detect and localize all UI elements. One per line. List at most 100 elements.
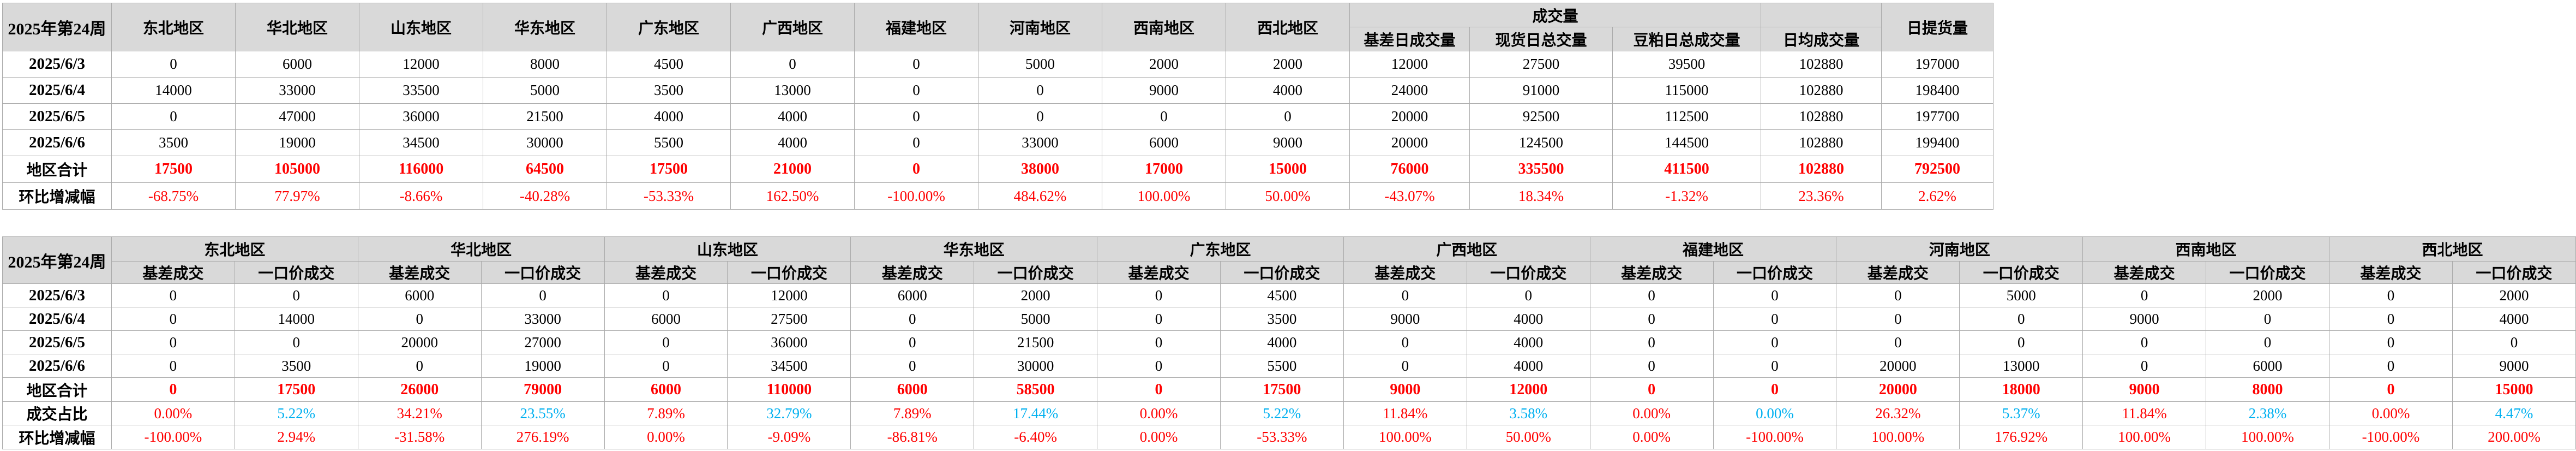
total-cell: 12000 <box>1466 377 1590 402</box>
wow-change-row: 环比增减幅 -68.75% 77.97% -8.66% -40.28% -53.33% 16… <box>2 182 1993 210</box>
data-cell: 197000 <box>1881 51 1993 78</box>
data-cell: 0 <box>1343 354 1467 378</box>
data-cell: 0 <box>1713 330 1837 354</box>
data-cell: 0 <box>1097 354 1221 378</box>
total-cell: 0 <box>1713 377 1837 402</box>
total-cell: 0 <box>111 377 235 402</box>
wow-change-row: 环比增减幅 -100.00% 2.94% -31.58% 276.19% 0.00% -9.… <box>2 425 2576 449</box>
share-cell: 0.00% <box>1097 401 1221 425</box>
week-label: 2025年第24周 <box>2 236 112 284</box>
data-cell: 12000 <box>359 51 483 78</box>
data-cell: 4000 <box>2452 307 2576 331</box>
wow-cell: -43.07% <box>1349 182 1470 210</box>
data-cell: 102880 <box>1761 77 1882 104</box>
region-header: 华东地区 <box>850 236 1098 262</box>
volume-sub-header: 豆粕日总成交量 <box>1612 27 1761 51</box>
data-cell: 9000 <box>1343 307 1467 331</box>
data-cell: 33500 <box>359 77 483 104</box>
volume-sub-header: 基差日成交量 <box>1349 27 1470 51</box>
basis-sub-header: 基差成交 <box>1097 261 1221 284</box>
data-cell: 0 <box>357 354 482 378</box>
total-cell: 0 <box>854 156 978 183</box>
wow-cell: 77.97% <box>235 182 359 210</box>
data-cell: 0 <box>1097 307 1221 331</box>
wow-cell: 50.00% <box>1226 182 1350 210</box>
total-cell: 0 <box>2329 377 2453 402</box>
total-cell: 335500 <box>1469 156 1613 183</box>
data-cell: 33000 <box>978 129 1102 156</box>
share-cell: 0.00% <box>2329 401 2453 425</box>
data-cell: 3500 <box>234 354 358 378</box>
fixed-price-sub-header: 一口价成交 <box>1220 261 1344 284</box>
data-cell: 0 <box>854 51 978 78</box>
region-header: 西北地区 <box>1226 3 1350 51</box>
date-label: 2025/6/5 <box>2 330 112 354</box>
spreadsheet-canvas: 2025年第24周 东北地区 华北地区 山东地区 华东地区 广东地区 广西地区 福建地区 河南地… <box>0 3 2576 451</box>
data-cell: 47000 <box>235 103 359 130</box>
share-of-volume-row: 成交占比 0.00% 5.22% 34.21% 23.55% 7.89% 32.79% 7.8… <box>2 401 2576 425</box>
data-cell: 20000 <box>1349 103 1470 130</box>
bottom-table-body: 2025/6/3 0 0 6000 0 0 12000 6000 2000 0 4500 0 0 0 0 0 5… <box>2 283 2576 449</box>
data-cell: 0 <box>1226 103 1350 130</box>
data-cell: 0 <box>1589 283 1714 307</box>
data-cell: 19000 <box>481 354 605 378</box>
data-cell: 102880 <box>1761 51 1882 78</box>
wow-cell: 100.00% <box>2082 425 2207 449</box>
total-cell: 26000 <box>357 377 482 402</box>
data-cell: 2000 <box>974 283 1098 307</box>
volume-group-header: 成交量 <box>1349 3 1761 27</box>
data-cell: 0 <box>854 103 978 130</box>
total-cell: 6000 <box>850 377 975 402</box>
data-cell: 0 <box>111 103 236 130</box>
data-cell: 5500 <box>1220 354 1344 378</box>
data-cell: 30000 <box>483 129 607 156</box>
week-label: 2025年第24周 <box>2 3 112 51</box>
data-cell: 0 <box>2329 307 2453 331</box>
data-cell: 4000 <box>1466 354 1590 378</box>
share-cell: 0.00% <box>1713 401 1837 425</box>
region-header: 东北地区 <box>111 236 358 262</box>
data-cell: 0 <box>2206 330 2329 354</box>
data-cell: 0 <box>850 354 975 378</box>
data-cell: 0 <box>2452 330 2576 354</box>
empty-header-cell <box>1761 3 1882 27</box>
data-cell: 2000 <box>1102 51 1226 78</box>
wow-cell: -86.81% <box>850 425 975 449</box>
data-cell: 144500 <box>1612 129 1761 156</box>
date-label: 2025/6/5 <box>2 103 112 130</box>
wow-row-label: 环比增减幅 <box>2 182 112 210</box>
wow-cell: -100.00% <box>111 425 235 449</box>
data-cell: 0 <box>111 330 235 354</box>
total-cell: 110000 <box>727 377 851 402</box>
data-cell: 0 <box>1343 283 1467 307</box>
data-cell: 0 <box>481 283 605 307</box>
table-row: 2025/6/4 14000 33000 33500 5000 3500 13000 0 0 90… <box>2 77 1993 104</box>
data-cell: 6000 <box>850 283 975 307</box>
data-cell: 197700 <box>1881 103 1993 130</box>
region-header: 山东地区 <box>359 3 483 51</box>
wow-cell: -100.00% <box>854 182 978 210</box>
share-cell: 5.22% <box>1220 401 1344 425</box>
share-cell: 23.55% <box>481 401 605 425</box>
wow-cell: 100.00% <box>1102 182 1226 210</box>
share-cell: 32.79% <box>727 401 851 425</box>
data-cell: 0 <box>1466 283 1590 307</box>
data-cell: 20000 <box>357 330 482 354</box>
wow-cell: -1.32% <box>1612 182 1761 210</box>
data-cell: 102880 <box>1761 103 1882 130</box>
wow-cell: -100.00% <box>2329 425 2453 449</box>
data-cell: 4000 <box>1466 307 1590 331</box>
data-cell: 4000 <box>1466 330 1590 354</box>
data-cell: 4500 <box>1220 283 1344 307</box>
total-cell: 17500 <box>607 156 731 183</box>
wow-cell: -53.33% <box>1220 425 1344 449</box>
data-cell: 12000 <box>1349 51 1470 78</box>
share-cell: 11.84% <box>2082 401 2207 425</box>
data-cell: 21500 <box>974 330 1098 354</box>
data-cell: 21500 <box>483 103 607 130</box>
total-cell: 0 <box>1097 377 1221 402</box>
weekly-volume-by-region-table: 2025年第24周 东北地区 华北地区 山东地区 华东地区 广东地区 广西地区 福建地区 河南地… <box>2 3 1993 210</box>
data-cell: 3500 <box>111 129 236 156</box>
data-cell: 0 <box>111 51 236 78</box>
total-cell: 8000 <box>2206 377 2329 402</box>
